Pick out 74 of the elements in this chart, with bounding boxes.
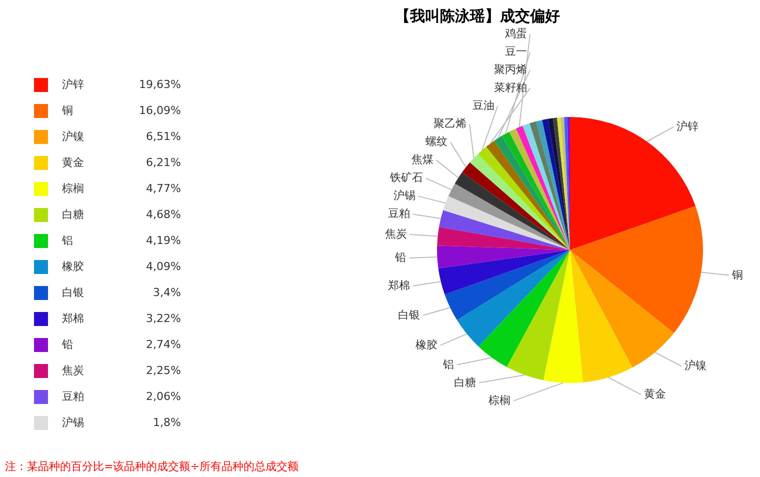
legend-label: 棕榈 <box>62 182 84 195</box>
slice-label: 焦煤 <box>411 153 434 166</box>
pie-slice <box>438 250 570 294</box>
slice-label: 豆粕 <box>388 207 410 220</box>
slice-label: 铅 <box>394 250 406 264</box>
pie-slice <box>548 118 570 250</box>
pie-slice <box>552 118 570 250</box>
slice-label: 白银 <box>398 308 420 322</box>
legend-label: 沪锡 <box>62 416 84 429</box>
legend-label: 铜 <box>61 104 73 117</box>
slice-label: 橡胶 <box>415 338 438 352</box>
pie-slice <box>556 117 570 250</box>
slice-label: 白糖 <box>454 376 476 389</box>
slice-label: 豆一 <box>505 45 527 58</box>
legend-label: 豆粕 <box>62 390 84 403</box>
pie-slice <box>456 250 570 346</box>
slice-label: 沪锡 <box>393 189 416 202</box>
data-label: 2,06% <box>146 390 181 403</box>
pie-slice <box>536 120 570 250</box>
legend-label: 黄金 <box>62 156 84 169</box>
legend-label: 铝 <box>61 234 73 247</box>
slice-label: 焦炭 <box>384 227 407 240</box>
pie-slice <box>439 210 570 250</box>
pie-slice <box>444 250 570 320</box>
data-label: 19,63% <box>139 78 181 91</box>
slice-label: 黄金 <box>644 388 666 401</box>
data-label: 4,77% <box>146 182 181 195</box>
pie-slice <box>570 206 703 333</box>
pie-slice <box>437 246 570 268</box>
data-label: 2,74% <box>146 338 181 351</box>
slice-label: 沪镍 <box>684 359 706 372</box>
legend-label: 铅 <box>61 338 73 351</box>
slice-label: 聚乙烯 <box>434 117 467 130</box>
data-label: 2,25% <box>146 364 181 377</box>
pie-slice <box>506 250 570 380</box>
data-label: 6,21% <box>146 156 181 169</box>
pie-slice <box>448 183 570 250</box>
pie-slice <box>454 172 570 250</box>
slice-label: 郑棉 <box>388 278 410 292</box>
pie-slice <box>543 250 584 383</box>
legend-label: 沪镍 <box>62 130 84 143</box>
pie-slice <box>443 196 570 250</box>
slice-label: 螺纹 <box>425 135 448 148</box>
pie-slice <box>437 226 570 250</box>
chart-title: 【我叫陈泳瑶】成交偏好 <box>395 7 560 25</box>
legend-label: 白糖 <box>62 208 84 221</box>
data-label: 6,51% <box>146 130 181 143</box>
text: 注：某品种的百分比=该品种的成交额÷所有品种的总成交额 <box>5 460 298 473</box>
data-label: 4,09% <box>146 260 181 273</box>
pie-slice <box>542 118 570 250</box>
legend-label: 沪锌 <box>62 78 84 91</box>
legend-label: 白银 <box>62 286 84 299</box>
legend-label: 橡胶 <box>62 260 84 273</box>
data-label: 1,8% <box>153 416 181 429</box>
data-label: 16,09% <box>139 104 181 117</box>
data-label: 4,68% <box>146 208 181 221</box>
slice-label: 棕榈 <box>488 394 511 407</box>
data-label: 3,22% <box>146 312 181 325</box>
data-label: 3,4% <box>153 286 181 299</box>
slice-label: 沪锌 <box>676 120 699 133</box>
slice-label: 聚丙烯 <box>494 63 527 76</box>
slice-label: 铜 <box>731 268 744 282</box>
data-label: 4,19% <box>146 234 181 247</box>
legend-label: 郑棉 <box>62 312 84 325</box>
legend-label: 焦炭 <box>62 364 84 377</box>
slice-label: 铝 <box>442 358 454 371</box>
slice-label: 鸡蛋 <box>504 27 527 40</box>
pie-slice <box>570 250 674 368</box>
slice-label: 菜籽粕 <box>494 81 527 94</box>
pie-slice <box>530 121 570 250</box>
pie-slice <box>478 250 570 367</box>
slice-label: 豆油 <box>472 99 495 112</box>
pie-slice <box>570 250 632 382</box>
slice-label: 铁矿石 <box>388 171 423 184</box>
